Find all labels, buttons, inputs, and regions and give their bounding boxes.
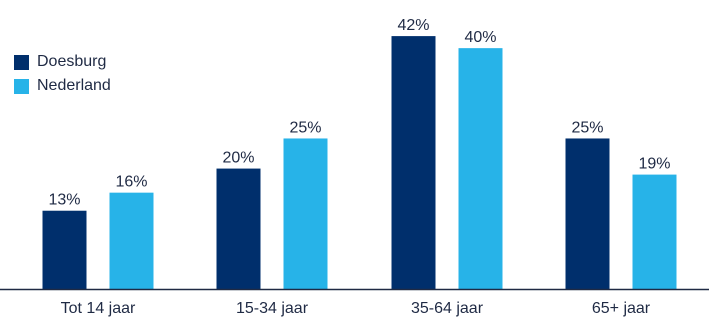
legend-item-nederland: Nederland xyxy=(14,74,111,98)
value-label-doesburg-0: 13% xyxy=(48,192,80,209)
x-tick-label-3: 65+ jaar xyxy=(592,300,651,317)
legend-swatch-nederland xyxy=(14,78,29,94)
value-label-doesburg-1: 20% xyxy=(222,150,254,167)
value-label-doesburg-3: 25% xyxy=(571,119,603,136)
value-label-doesburg-2: 42% xyxy=(397,17,429,34)
value-label-nederland-1: 25% xyxy=(289,119,321,136)
value-labels-group: 13% 16% 20% 25% 42% 40% 25% 19% xyxy=(48,17,670,209)
legend-label-nederland: Nederland xyxy=(37,77,111,94)
legend: Doesburg Nederland xyxy=(14,50,111,98)
value-label-nederland-3: 19% xyxy=(638,156,670,173)
bar-nederland-0 xyxy=(109,192,154,289)
legend-label-doesburg: Doesburg xyxy=(37,53,107,70)
bar-doesburg-2 xyxy=(391,36,436,289)
bar-nederland-3 xyxy=(632,174,677,289)
bar-nederland-2 xyxy=(458,48,503,289)
bar-doesburg-0 xyxy=(42,210,87,289)
value-label-nederland-0: 16% xyxy=(115,174,147,191)
bar-nederland-1 xyxy=(283,138,328,289)
value-label-nederland-2: 40% xyxy=(464,29,496,46)
x-tick-labels-group: Tot 14 jaar 15-34 jaar 35-64 jaar 65+ jaar xyxy=(61,300,651,317)
bar-doesburg-3 xyxy=(565,138,610,289)
x-tick-label-2: 35-64 jaar xyxy=(411,300,484,317)
legend-item-doesburg: Doesburg xyxy=(14,50,111,74)
bar-doesburg-1 xyxy=(216,168,261,289)
x-tick-label-0: Tot 14 jaar xyxy=(61,300,136,317)
x-tick-label-1: 15-34 jaar xyxy=(236,300,309,317)
legend-swatch-doesburg xyxy=(14,54,29,70)
bars-group xyxy=(42,36,677,289)
